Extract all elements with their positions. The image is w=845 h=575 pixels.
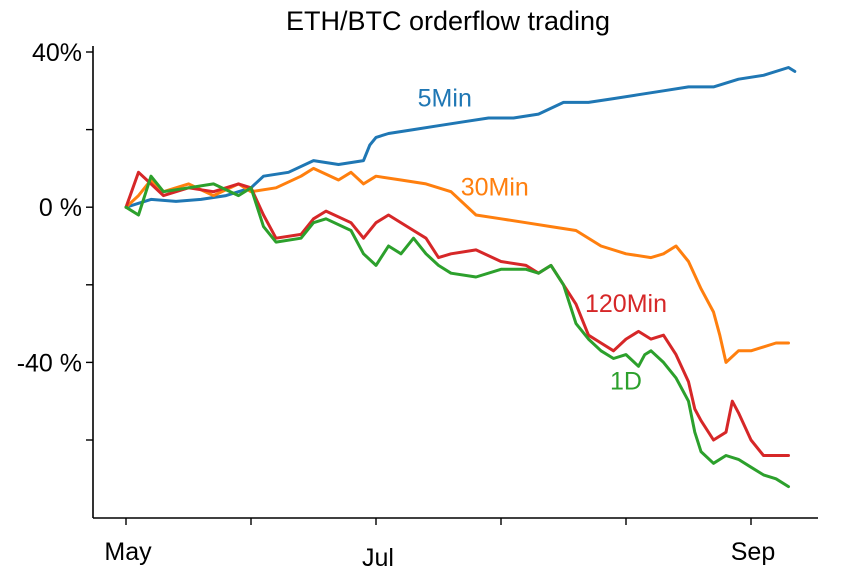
series-labels: 5Min 30Min 120Min 1D [418, 84, 667, 395]
series-line-120min [124, 170, 790, 457]
y-tick-label: 40% [32, 39, 82, 67]
x-tick-label: Sep [731, 538, 775, 566]
series-label-5min: 5Min [418, 84, 472, 112]
series-label-120min: 120Min [585, 290, 667, 318]
x-axis-ticks: May Jul Sep [104, 518, 775, 572]
y-tick-label: -40 % [17, 349, 82, 377]
series-line-5min [124, 66, 797, 209]
series-line-1d [124, 174, 790, 489]
x-tick-label: May [104, 538, 152, 566]
series-line-30min [124, 166, 790, 364]
series-label-1d: 1D [610, 368, 642, 396]
y-axis-ticks: 40% 0 % -40 % [17, 39, 93, 441]
x-tick-label: Jul [362, 544, 394, 572]
series-lines [124, 66, 797, 489]
y-tick-label: 0 % [39, 194, 82, 222]
chart-title: ETH/BTC orderflow trading [286, 6, 610, 36]
series-label-30min: 30Min [461, 174, 529, 202]
